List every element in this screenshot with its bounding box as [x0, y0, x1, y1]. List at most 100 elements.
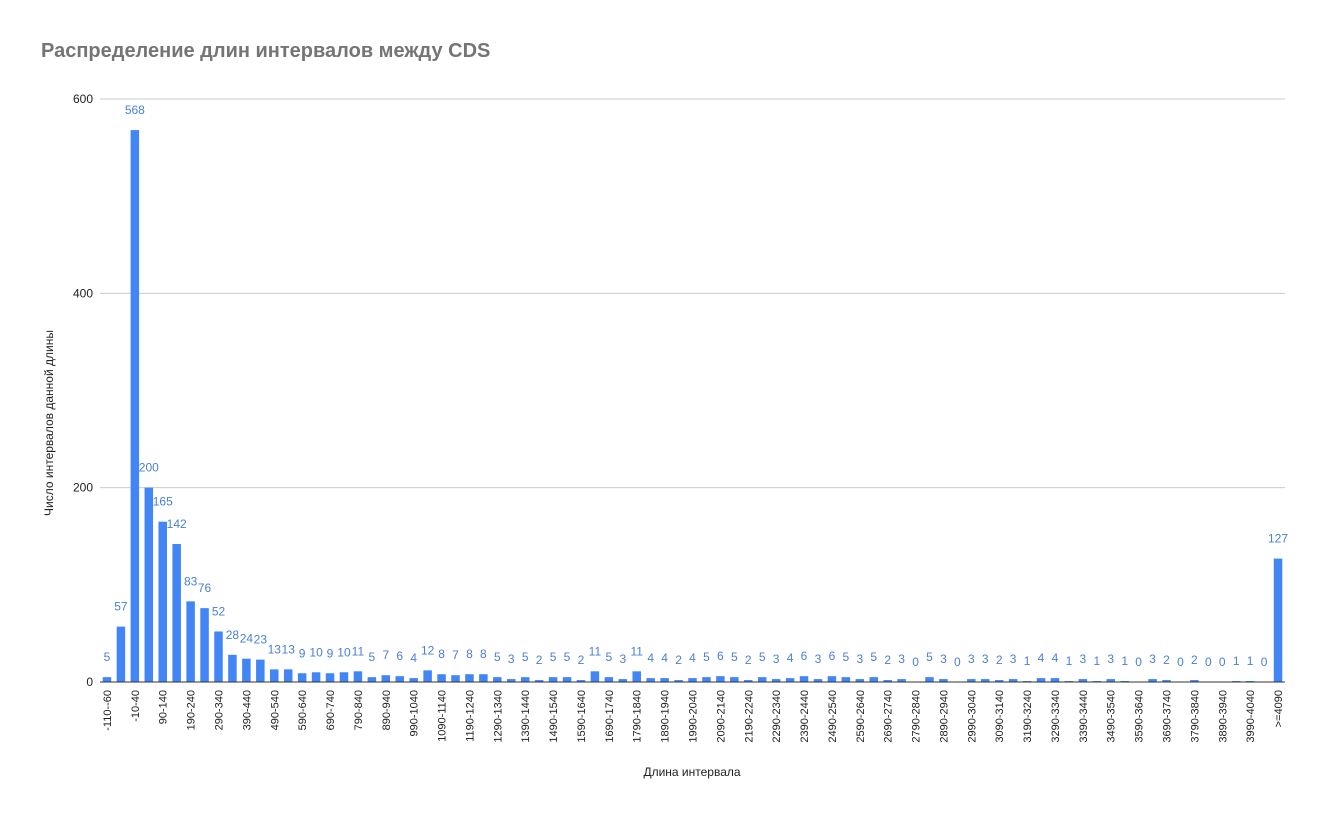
data-label: 4	[1038, 651, 1045, 665]
x-tick-label: 890-940	[381, 690, 393, 730]
x-tick-label: >=4090	[1273, 690, 1285, 727]
x-tick-label: 3390-3440	[1078, 690, 1090, 743]
data-label: 9	[327, 646, 334, 660]
data-label: 6	[396, 649, 403, 663]
data-label: 4	[689, 651, 696, 665]
data-label: 9	[299, 646, 306, 660]
data-label: 3	[1080, 652, 1087, 666]
x-axis-label: Длина интервала	[643, 765, 741, 779]
bar	[144, 487, 154, 682]
x-tick-label: 1290-1340	[492, 690, 504, 743]
bar	[451, 675, 460, 682]
bar	[493, 677, 502, 682]
bar	[939, 679, 948, 682]
bar	[1273, 558, 1283, 682]
data-label: 5	[843, 650, 850, 664]
bar	[771, 679, 781, 682]
data-label: 6	[829, 649, 836, 663]
data-label: 5	[606, 650, 613, 664]
x-tick-label: 90-140	[158, 690, 170, 724]
bar	[841, 677, 851, 682]
x-tick-label: 490-540	[269, 690, 281, 730]
x-tick-label: 3090-3140	[994, 690, 1006, 743]
data-label: 0	[1135, 655, 1142, 669]
data-label: 23	[254, 633, 268, 647]
x-tick-label: 2390-2440	[799, 690, 811, 743]
data-label: 142	[167, 517, 187, 531]
data-label: 11	[352, 644, 365, 658]
data-label: 7	[382, 648, 389, 662]
data-label: 1	[1066, 654, 1073, 668]
bar	[186, 601, 195, 682]
bar	[744, 680, 753, 682]
x-tick-label: 1890-1940	[660, 690, 672, 743]
data-label: 8	[466, 647, 473, 661]
data-label: 7	[452, 648, 459, 662]
x-tick-label: 3890-3940	[1217, 690, 1229, 743]
x-tick-label: 2790-2840	[911, 690, 923, 743]
data-label: 3	[898, 652, 905, 666]
data-label: 57	[114, 600, 128, 614]
data-label: 5	[759, 650, 766, 664]
data-label: 0	[954, 655, 961, 669]
bar	[1162, 680, 1171, 682]
data-label: 3	[1107, 652, 1114, 666]
data-label: 11	[631, 644, 644, 658]
data-label: 5	[369, 650, 376, 664]
data-label: 4	[1052, 651, 1059, 665]
x-tick-label: 2590-2640	[855, 690, 867, 743]
bar	[1078, 679, 1088, 682]
bar	[799, 676, 809, 682]
x-tick-label: 790-840	[353, 690, 365, 730]
x-tick-label: 1790-1840	[632, 690, 644, 743]
bar	[172, 544, 181, 682]
data-label: 3	[982, 652, 989, 666]
bar	[1050, 678, 1060, 682]
data-label: 2	[1191, 653, 1198, 667]
bar	[534, 680, 544, 682]
data-label: 2	[884, 653, 891, 667]
x-tick-label: 2090-2140	[715, 690, 727, 743]
x-tick-label: 2690-2740	[883, 690, 895, 743]
data-label: 11	[589, 644, 602, 658]
data-label: 3	[1010, 652, 1017, 666]
y-tick-label: 0	[86, 675, 93, 689]
bar	[381, 675, 391, 682]
bar	[520, 677, 530, 682]
data-label: 6	[801, 649, 808, 663]
data-label: 3	[968, 652, 975, 666]
x-tick-label: 2890-2940	[938, 690, 950, 743]
x-tick-label: 3290-3340	[1050, 690, 1062, 743]
data-label: 13	[268, 642, 282, 656]
data-label: 2	[1163, 653, 1170, 667]
data-label: 165	[153, 495, 173, 509]
bar	[311, 672, 321, 682]
bar	[716, 676, 725, 682]
bar	[925, 677, 934, 682]
data-label: 8	[438, 647, 445, 661]
data-label: 2	[675, 653, 682, 667]
x-tick-label: 1390-1440	[520, 690, 532, 743]
bar	[869, 677, 878, 682]
bar	[702, 677, 711, 682]
bar	[423, 670, 432, 682]
x-tick-label: 1490-1540	[548, 690, 560, 743]
bar	[395, 676, 404, 682]
data-label: 3	[856, 652, 863, 666]
data-label: 12	[421, 643, 435, 657]
bar	[214, 631, 223, 682]
bar	[353, 671, 363, 682]
x-tick-label: 3790-3840	[1189, 690, 1201, 743]
bar	[297, 673, 307, 682]
bar	[116, 626, 126, 682]
data-label: 1	[1247, 654, 1254, 668]
x-tick-label: 390-440	[241, 690, 253, 730]
bar	[562, 677, 572, 682]
data-label: 1	[1093, 654, 1100, 668]
data-label: 10	[337, 645, 351, 659]
data-label: 1	[1233, 654, 1240, 668]
data-label: 3	[619, 652, 626, 666]
x-tick-label: 2990-3040	[966, 690, 978, 743]
data-label: 4	[787, 651, 794, 665]
bar	[757, 677, 767, 682]
